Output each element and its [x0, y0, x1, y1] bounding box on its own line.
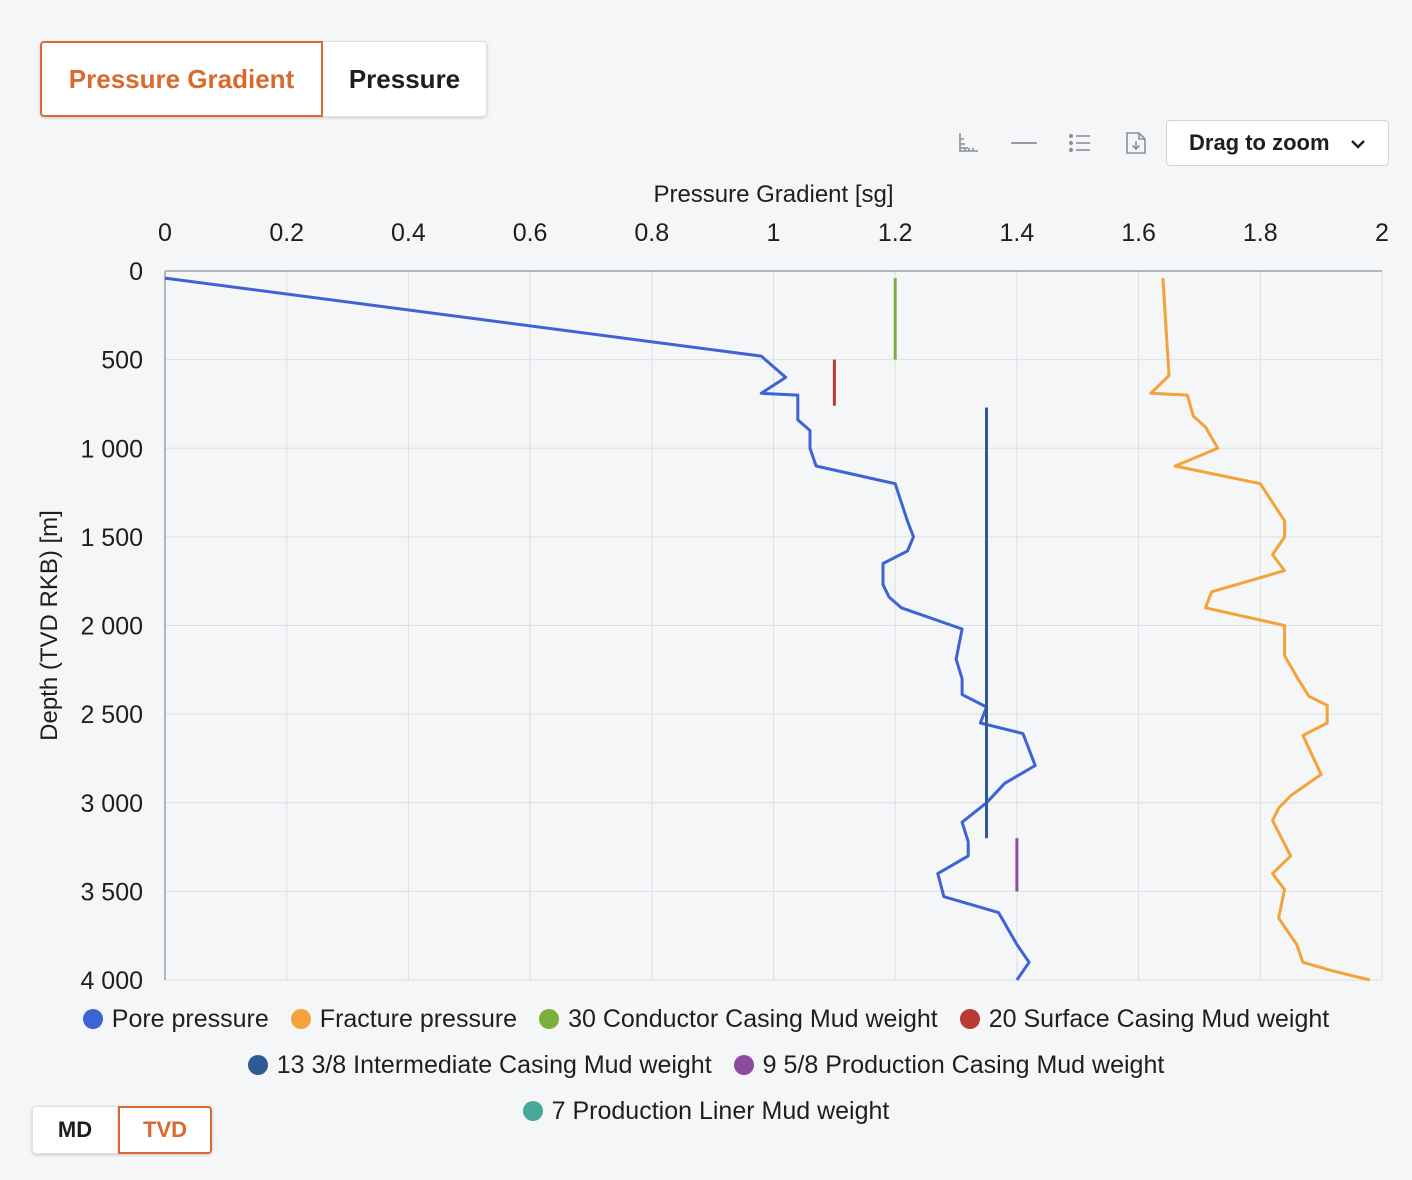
tab-pressure-gradient[interactable]: Pressure Gradient [40, 41, 323, 117]
legend-marker [733, 1055, 754, 1075]
line-icon[interactable] [996, 120, 1052, 166]
pressure-gradient-chart[interactable]: 0 0.2 0.4 0.6 0.8 1 1.2 1.4 1.6 1.8 2 0 500 1 000 1 50… [0, 0, 1412, 1000]
legend-marker [247, 1055, 268, 1075]
list-icon[interactable] [1052, 120, 1108, 166]
legend-marker [959, 1009, 980, 1029]
legend-label: 30 Conductor Casing Mud weight [568, 1004, 938, 1033]
x-tick-label: 2 [1375, 219, 1389, 247]
legend-item-pore-pressure[interactable]: Pore pressure [82, 1004, 269, 1034]
legend-marker [82, 1009, 103, 1029]
zoom-mode-label: Drag to zoom [1189, 130, 1330, 155]
legend-label: 20 Surface Casing Mud weight [988, 1004, 1330, 1033]
legend-item-intermediate-casing[interactable]: 13 3/8 Intermediate Casing Mud weight [247, 1050, 712, 1080]
x-tick-label: 0.6 [513, 219, 548, 247]
x-tick-label: 0.2 [269, 219, 304, 247]
y-tick-label: 2 000 [80, 613, 143, 641]
x-tick-label: 1.6 [1121, 219, 1156, 247]
depth-reference-toggle: MD TVD [32, 1106, 212, 1154]
axis-icon[interactable] [940, 120, 996, 166]
series-line-pore-pressure [164, 276, 1037, 981]
y-tick-label: 4 000 [80, 967, 143, 995]
y-axis-title: Depth (TVD RKB) [m] [36, 510, 63, 741]
y-tick-label: 500 [101, 347, 143, 375]
x-tick-label: 1.4 [1000, 219, 1035, 247]
y-tick-label: 2 500 [80, 701, 143, 729]
chart-toolbar [940, 120, 1164, 166]
legend-label: 9 5/8 Production Casing Mud weight [762, 1050, 1165, 1079]
y-tick-label: 3 500 [80, 878, 143, 906]
tab-pressure[interactable]: Pressure [323, 41, 487, 117]
x-tick-label: 0.4 [391, 219, 426, 247]
legend-item-production-casing[interactable]: 9 5/8 Production Casing Mud weight [733, 1050, 1165, 1080]
y-tick-label: 1 500 [80, 524, 143, 552]
legend-marker [522, 1101, 543, 1121]
x-tick-label: 1 [767, 219, 781, 247]
y-tick-label: 0 [129, 258, 143, 286]
x-axis-title: Pressure Gradient [sg] [653, 181, 893, 208]
legend-label: Pore pressure [111, 1004, 269, 1033]
legend-row: 13 3/8 Intermediate Casing Mud weight 9 … [0, 1042, 1412, 1088]
legend-label: Fracture pressure [319, 1004, 518, 1033]
legend-label: 7 Production Liner Mud weight [551, 1096, 890, 1125]
chart-legend: Pore pressure Fracture pressure 30 Condu… [0, 996, 1412, 1134]
tvd-button[interactable]: TVD [118, 1106, 212, 1154]
x-tick-label: 0.8 [634, 219, 669, 247]
legend-item-conductor-casing[interactable]: 30 Conductor Casing Mud weight [539, 1005, 938, 1034]
legend-marker [290, 1009, 311, 1029]
zoom-mode-select[interactable]: Drag to zoom [1166, 120, 1389, 166]
x-tick-label: 0 [158, 219, 172, 247]
legend-item-surface-casing[interactable]: 20 Surface Casing Mud weight [959, 1004, 1330, 1034]
legend-item-fracture-pressure[interactable]: Fracture pressure [290, 1004, 518, 1034]
legend-label: 13 3/8 Intermediate Casing Mud weight [276, 1050, 712, 1079]
legend-item-production-liner[interactable]: 7 Production Liner Mud weight [522, 1096, 890, 1126]
y-tick-label: 3 000 [80, 790, 143, 818]
x-tick-label: 1.2 [878, 219, 913, 247]
x-tick-label: 1.8 [1243, 219, 1278, 247]
legend-marker [539, 1009, 560, 1029]
y-tick-label: 1 000 [80, 435, 143, 463]
legend-row: 7 Production Liner Mud weight [0, 1088, 1412, 1134]
view-tabs: Pressure Gradient Pressure [40, 41, 487, 117]
md-button[interactable]: MD [32, 1106, 118, 1154]
chevron-down-icon [1350, 130, 1366, 156]
legend-row: Pore pressure Fracture pressure 30 Condu… [0, 996, 1412, 1042]
download-icon[interactable] [1108, 120, 1164, 166]
series-line-fracture-pressure [1149, 278, 1371, 982]
